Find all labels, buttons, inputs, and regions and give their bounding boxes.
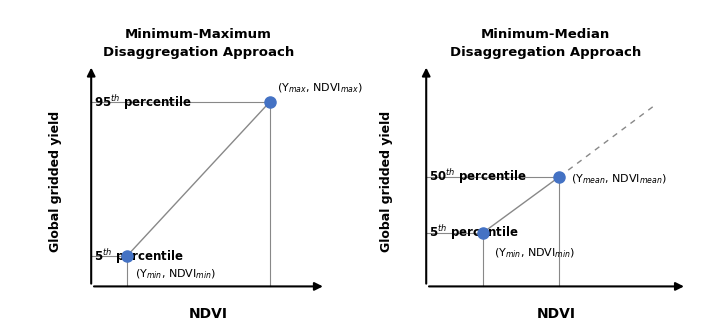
Text: (Y$_{mean}$, NDVI$_{mean}$): (Y$_{mean}$, NDVI$_{mean}$) [571,172,667,186]
Text: Global gridded yield: Global gridded yield [380,111,393,252]
Text: (Y$_{min}$, NDVI$_{min}$): (Y$_{min}$, NDVI$_{min}$) [135,268,216,281]
Text: NDVI: NDVI [189,307,228,321]
Text: 5$^{th}$ percentile: 5$^{th}$ percentile [93,247,183,266]
Text: 95$^{th}$ percentile: 95$^{th}$ percentile [93,93,192,111]
Title: Minimum-Maximum
Disaggregation Approach: Minimum-Maximum Disaggregation Approach [103,29,294,60]
Text: Global gridded yield: Global gridded yield [49,111,62,252]
Text: 5$^{th}$ percentile: 5$^{th}$ percentile [429,223,519,242]
Text: (Y$_{min}$, NDVI$_{min}$): (Y$_{min}$, NDVI$_{min}$) [494,247,576,260]
Text: 50$^{th}$ percentile: 50$^{th}$ percentile [429,167,527,186]
Title: Minimum-Median
Disaggregation Approach: Minimum-Median Disaggregation Approach [450,29,641,60]
Text: NDVI: NDVI [537,307,576,321]
Text: (Y$_{max}$, NDVI$_{max}$): (Y$_{max}$, NDVI$_{max}$) [278,82,363,95]
